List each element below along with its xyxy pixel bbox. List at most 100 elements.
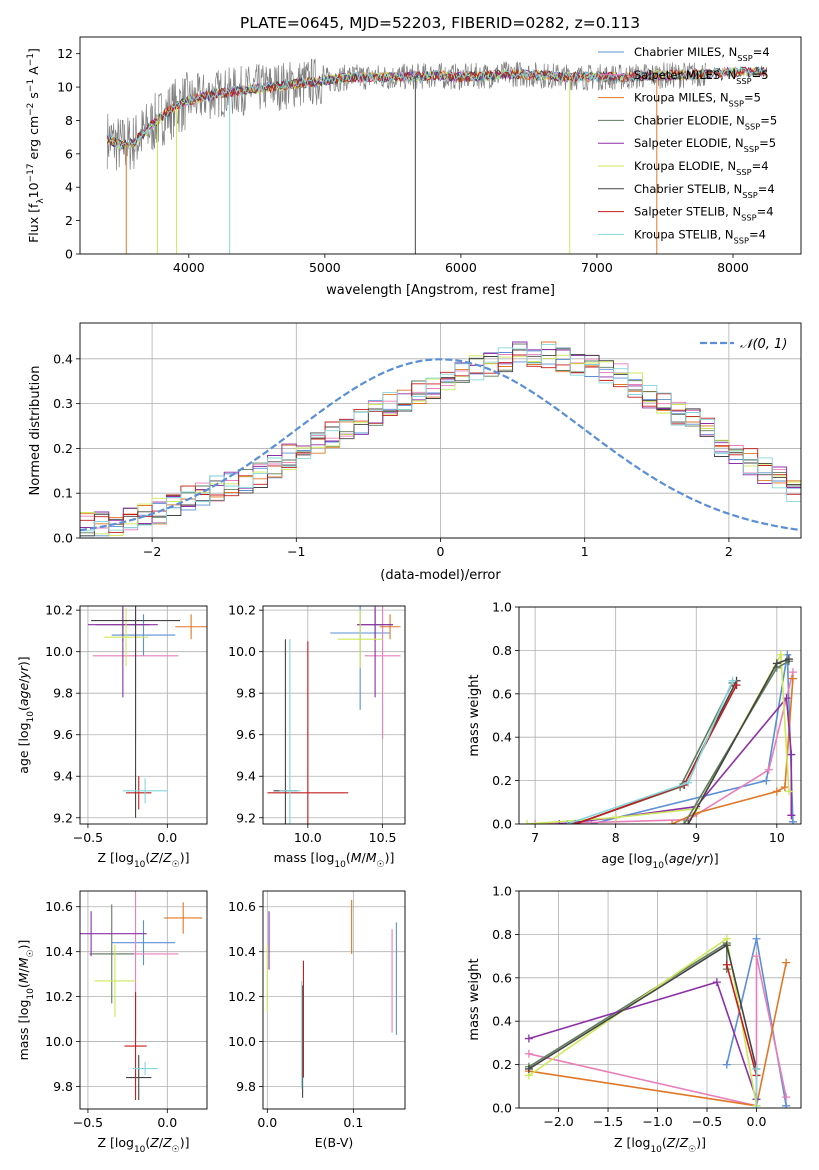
- weight-line-7: [726, 964, 758, 1076]
- weight-marker: [782, 1093, 791, 1102]
- x-tick-label: −2.0: [543, 1114, 573, 1129]
- y-axis-label: age [log10(age/yr)]: [16, 656, 36, 773]
- x-tick-label: −1.0: [642, 1114, 672, 1129]
- y-tick-label: 0.0: [492, 817, 512, 832]
- weight-marker: [780, 783, 789, 792]
- legend-entry: Chabrier STELIB, NSSP=4: [634, 182, 775, 200]
- x-tick-label: 0.0: [157, 1115, 177, 1130]
- y-tick-label: 9.4: [236, 769, 256, 784]
- y-axis-label: Flux [fλ10−17 erg cm−2 s−1 A−1]: [26, 48, 46, 243]
- y-tick-label: 0.0: [53, 531, 73, 546]
- x-tick-label: 0.0: [747, 1114, 767, 1129]
- y-tick-label: 0.4: [492, 730, 512, 745]
- y-tick-label: 9.8: [236, 686, 256, 701]
- panel-massweight-vs-age: 7 8 9 10 0.0 0.2 0.4 0.6 0.8 1.0 age [log10(age/yr…: [467, 600, 802, 871]
- y-tick-label: 0.4: [492, 1014, 512, 1029]
- x-tick-label: 8000: [717, 260, 749, 275]
- axes-frame: [518, 606, 802, 825]
- weight-marker: [772, 787, 781, 796]
- x-tick-label: 7000: [581, 260, 613, 275]
- axes-frame: [262, 890, 406, 1110]
- plot-area: [80, 891, 203, 1101]
- weight-marker: [523, 820, 532, 824]
- y-tick-label: 9.8: [53, 686, 73, 701]
- axes-frame: [262, 605, 406, 825]
- plot-area: [523, 650, 797, 824]
- hist-1: [80, 343, 801, 531]
- plot-area: [524, 934, 791, 1108]
- y-axis-label: Normed distribution: [28, 366, 43, 496]
- plot-area: [106, 58, 768, 254]
- weight-marker: [752, 952, 761, 961]
- y-axis-label: mass [log10(M/M☉)]: [16, 940, 36, 1061]
- y-tick-label: 10: [57, 80, 73, 95]
- weight-marker: [782, 958, 791, 967]
- weight-marker: [782, 1101, 791, 1108]
- x-axis-label: Z [log10(Z/Z☉)]: [97, 850, 189, 870]
- x-tick-label: −1.5: [593, 1114, 623, 1129]
- weight-line-8: [567, 680, 734, 824]
- x-axis-label: Z [log10(Z/Z☉)]: [614, 1135, 706, 1155]
- x-tick-label: −0.5: [692, 1114, 722, 1129]
- y-tick-label: 10.4: [228, 944, 256, 959]
- y-tick-label: 0.6: [492, 970, 512, 985]
- plot-area: [87, 606, 207, 818]
- y-tick-label: 9.8: [53, 1079, 73, 1094]
- legend-entry: 𝒩(0, 1): [740, 337, 787, 352]
- weight-marker: [788, 817, 797, 824]
- y-tick-label: 10.2: [228, 989, 256, 1004]
- y-tick-label: 9.8: [236, 1079, 256, 1094]
- y-tick-label: 10.0: [45, 644, 73, 659]
- legend-entry: Salpeter MILES, NSSP=5: [634, 68, 769, 86]
- weight-marker: [787, 750, 796, 759]
- legend-entry: Kroupa MILES, NSSP=5: [634, 91, 761, 109]
- panel-residuals: −2 −1 0 1 2 0.0 0.1 0.2 0.3 0.4 (data-model)/error…: [28, 322, 802, 583]
- x-tick-label: −1: [287, 544, 305, 559]
- y-tick-label: 9.2: [236, 810, 256, 825]
- weight-marker: [668, 820, 677, 824]
- weight-marker: [563, 820, 572, 824]
- weight-marker: [524, 1064, 533, 1073]
- y-tick-label: 9.6: [53, 727, 73, 742]
- weight-marker: [728, 676, 737, 685]
- weight-marker: [587, 820, 596, 824]
- x-tick-label: −0.5: [73, 830, 103, 845]
- y-tick-label: 2: [65, 213, 73, 228]
- x-tick-label: 0.0: [257, 1115, 277, 1130]
- y-tick-label: 10.0: [228, 644, 256, 659]
- weight-marker: [531, 820, 540, 824]
- x-tick-label: 5000: [309, 260, 341, 275]
- weight-line-4: [559, 696, 793, 824]
- axes-frame: [518, 890, 802, 1109]
- x-axis-label: E(B-V): [315, 1135, 354, 1150]
- axes-frame: [79, 322, 802, 539]
- panel-massweight-vs-Z: −2.0 −1.5 −1.0 −0.5 0.0 0.0 0.2 0.4 0.6 0.8 1.0 Z […: [467, 884, 802, 1155]
- y-tick-label: 0.3: [53, 396, 73, 411]
- weight-marker: [772, 659, 781, 668]
- weight-marker: [722, 960, 731, 969]
- weight-marker: [732, 681, 741, 690]
- y-axis-label: mass weight: [467, 674, 482, 756]
- weight-line-4: [528, 981, 758, 1100]
- y-tick-label: 12: [57, 46, 73, 61]
- legend-entry: Chabrier MILES, NSSP=4: [634, 45, 770, 63]
- x-axis-label: Z [log10(Z/Z☉)]: [97, 1135, 189, 1155]
- x-tick-label: 6000: [445, 260, 477, 275]
- legend-entry: Chabrier ELODIE, NSSP=5: [634, 113, 777, 131]
- y-tick-label: 4: [65, 180, 73, 195]
- x-tick-label: 8: [612, 830, 620, 845]
- y-tick-label: 0.0: [492, 1101, 512, 1116]
- x-tick-label: 0.1: [343, 1115, 363, 1130]
- y-tick-label: 0.8: [492, 927, 512, 942]
- weight-marker: [752, 1064, 761, 1073]
- y-tick-label: 0.2: [492, 1057, 512, 1072]
- x-tick-label: 0: [437, 544, 445, 559]
- weight-marker: [752, 934, 761, 943]
- x-tick-label: 0.0: [157, 830, 177, 845]
- y-tick-label: 10.6: [45, 899, 73, 914]
- y-tick-label: 0.6: [492, 686, 512, 701]
- weight-marker: [524, 1049, 533, 1058]
- x-tick-label: 2: [725, 544, 733, 559]
- plot-area: [267, 606, 401, 824]
